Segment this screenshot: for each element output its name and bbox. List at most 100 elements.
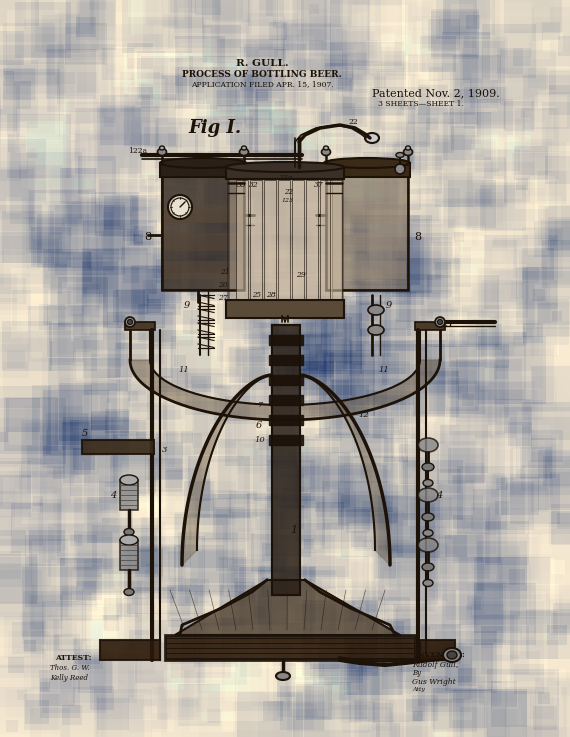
Bar <box>326 175 408 290</box>
Bar <box>236 180 248 300</box>
Bar <box>272 325 300 595</box>
Polygon shape <box>300 375 390 565</box>
Ellipse shape <box>438 320 442 324</box>
Bar <box>292 180 304 300</box>
Text: Gus Wright: Gus Wright <box>412 678 456 686</box>
Ellipse shape <box>120 475 138 485</box>
Bar <box>269 395 303 405</box>
Ellipse shape <box>395 164 405 174</box>
Ellipse shape <box>242 146 246 150</box>
Ellipse shape <box>435 317 445 327</box>
Text: 23a: 23a <box>278 174 292 182</box>
Bar <box>165 635 415 660</box>
Ellipse shape <box>368 325 384 335</box>
Text: Fig I.: Fig I. <box>188 119 241 137</box>
Text: 12: 12 <box>358 411 369 419</box>
Text: 22: 22 <box>284 188 293 196</box>
Ellipse shape <box>160 158 246 168</box>
Text: 27: 27 <box>218 294 228 302</box>
Ellipse shape <box>324 146 328 150</box>
Bar <box>269 375 303 385</box>
Text: 8: 8 <box>414 232 421 242</box>
Text: 7: 7 <box>258 401 263 409</box>
Text: 9: 9 <box>386 301 392 310</box>
Text: Thos. G. W.: Thos. G. W. <box>50 664 89 672</box>
Bar <box>226 300 344 318</box>
Bar <box>82 440 154 454</box>
Text: 25: 25 <box>252 291 261 299</box>
Ellipse shape <box>368 305 384 315</box>
Bar <box>269 415 303 425</box>
Text: 22: 22 <box>348 118 358 126</box>
Ellipse shape <box>239 148 249 156</box>
Bar <box>125 322 155 330</box>
Text: 5: 5 <box>446 320 452 329</box>
Polygon shape <box>130 360 440 420</box>
Text: 28: 28 <box>266 291 276 299</box>
Text: 32: 32 <box>249 181 259 189</box>
Bar <box>160 163 246 177</box>
Text: 3: 3 <box>446 320 452 329</box>
Bar <box>328 205 406 223</box>
Ellipse shape <box>422 513 434 521</box>
Ellipse shape <box>404 148 413 156</box>
Text: Kelly Reed: Kelly Reed <box>50 674 88 682</box>
Ellipse shape <box>423 529 433 537</box>
Ellipse shape <box>226 162 344 172</box>
Text: 122a: 122a <box>128 147 147 155</box>
Bar <box>306 180 318 300</box>
Text: 21: 21 <box>220 268 230 276</box>
Bar <box>272 325 300 595</box>
Ellipse shape <box>418 488 438 502</box>
Bar <box>420 640 455 660</box>
Text: 5: 5 <box>82 428 88 438</box>
Text: By: By <box>412 669 421 677</box>
Ellipse shape <box>124 589 134 595</box>
Bar <box>120 480 138 510</box>
Bar <box>328 233 406 251</box>
Bar <box>264 180 276 300</box>
Text: 1: 1 <box>290 525 297 535</box>
Text: ATTEST:: ATTEST: <box>55 654 92 662</box>
Ellipse shape <box>120 535 138 545</box>
Bar <box>324 163 410 177</box>
Bar <box>415 322 445 330</box>
Ellipse shape <box>447 651 457 659</box>
Text: Patented Nov. 2, 1909.: Patented Nov. 2, 1909. <box>372 88 500 98</box>
Ellipse shape <box>171 198 189 216</box>
Bar <box>250 180 262 300</box>
Text: 10: 10 <box>254 436 264 444</box>
Ellipse shape <box>276 672 290 680</box>
Text: 4: 4 <box>110 491 116 500</box>
Text: 8: 8 <box>144 232 151 242</box>
Ellipse shape <box>422 463 434 471</box>
Bar <box>175 580 400 635</box>
Bar <box>269 435 303 445</box>
Ellipse shape <box>443 648 461 662</box>
Text: APPLICATION FILED APR. 15, 1907.: APPLICATION FILED APR. 15, 1907. <box>190 80 333 88</box>
Text: 37: 37 <box>314 181 324 189</box>
Bar <box>162 175 244 290</box>
Ellipse shape <box>422 563 434 571</box>
Polygon shape <box>175 580 400 635</box>
Text: PROCESS OF BOTTLING BEER.: PROCESS OF BOTTLING BEER. <box>182 69 342 79</box>
Bar <box>100 640 160 660</box>
Bar <box>320 180 332 300</box>
Ellipse shape <box>168 195 192 219</box>
Bar <box>164 261 242 279</box>
Ellipse shape <box>423 480 433 486</box>
Text: 11: 11 <box>178 366 189 374</box>
Polygon shape <box>182 375 272 565</box>
Ellipse shape <box>405 146 410 150</box>
Text: 123: 123 <box>282 198 294 203</box>
Text: 4: 4 <box>436 491 442 500</box>
Ellipse shape <box>128 320 132 324</box>
Text: INVENTOR:: INVENTOR: <box>415 651 466 659</box>
Bar <box>269 355 303 365</box>
Ellipse shape <box>423 579 433 587</box>
Text: R. GULL.: R. GULL. <box>235 58 288 68</box>
Ellipse shape <box>124 528 134 536</box>
Ellipse shape <box>365 133 379 143</box>
Ellipse shape <box>157 148 166 156</box>
Bar <box>120 540 138 570</box>
